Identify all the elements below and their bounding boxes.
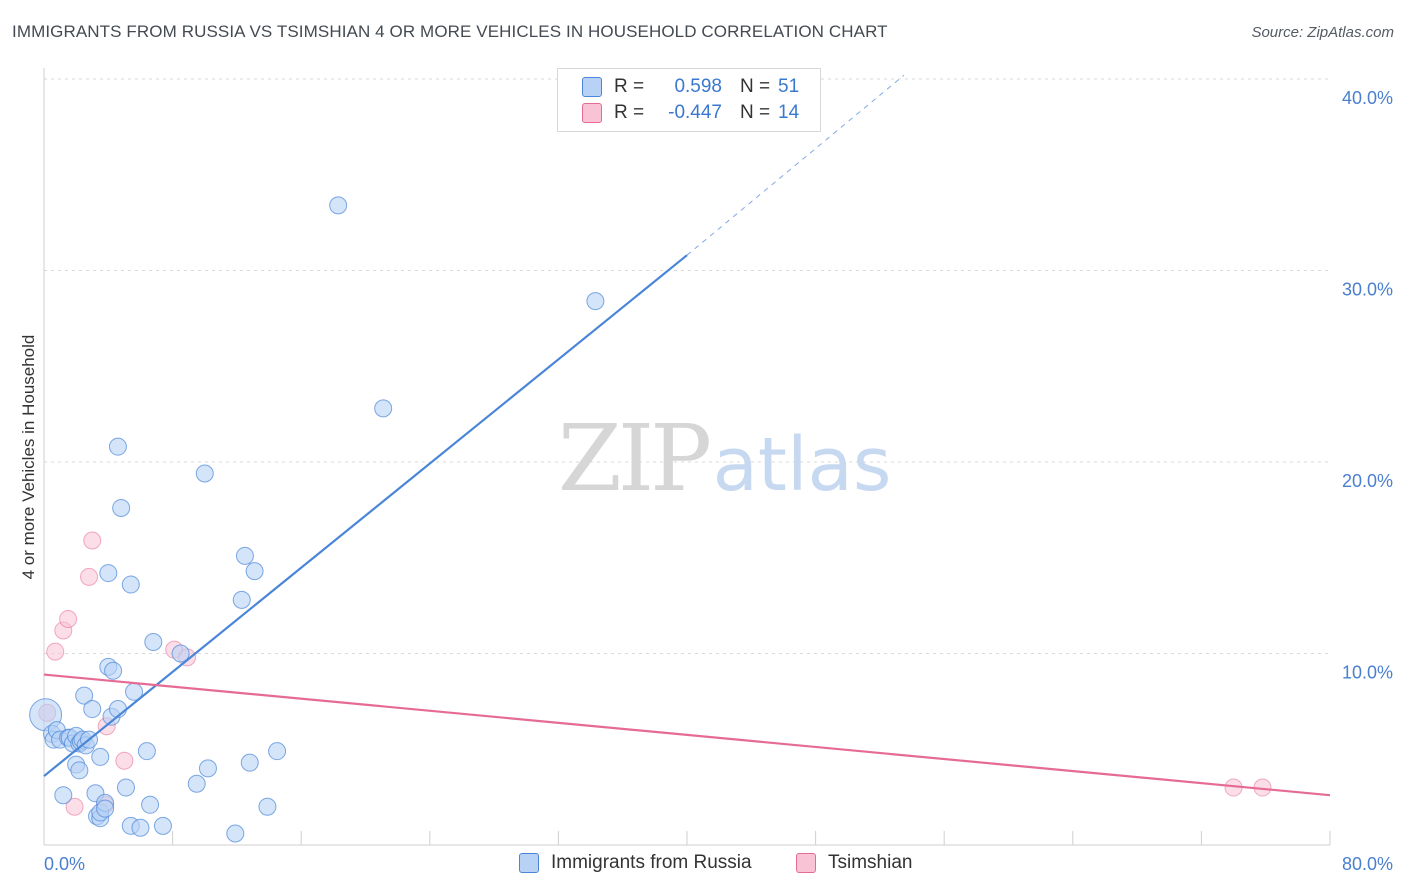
- tsimshian-point: [46, 642, 65, 661]
- russia-point: [171, 644, 190, 663]
- russia-point: [83, 700, 102, 719]
- gridlines: [44, 78, 1330, 654]
- series-legend-tsimshian[interactable]: Tsimshian: [796, 852, 912, 874]
- tsimshian-point: [80, 567, 99, 586]
- legend-row-russia: R = 0.598 N = 51: [582, 74, 799, 100]
- russia-point: [104, 661, 123, 680]
- russia-point: [374, 399, 393, 418]
- russia-point: [258, 797, 277, 816]
- x-tick-label: 80.0%: [1342, 854, 1393, 874]
- legend-n-label: N =: [740, 102, 771, 123]
- y-tick-label: 40.0%: [1342, 88, 1393, 108]
- y-axis-label: 4 or more Vehicles in Household: [19, 335, 38, 580]
- tsimshian-point: [59, 610, 78, 629]
- russia-trend-extension: [686, 74, 905, 256]
- legend-r-value: -0.447: [668, 102, 722, 123]
- y-tick-label: 10.0%: [1342, 663, 1393, 683]
- y-tick-label: 20.0%: [1342, 471, 1393, 491]
- russia-point: [131, 818, 150, 837]
- series-swatch-tsimshian: [796, 853, 816, 873]
- russia-point: [187, 774, 206, 793]
- russia-point: [245, 562, 264, 581]
- russia-point: [112, 498, 131, 517]
- russia-point: [116, 778, 135, 797]
- russia-point: [235, 546, 254, 565]
- chart-title: IMMIGRANTS FROM RUSSIA VS TSIMSHIAN 4 OR…: [12, 22, 888, 41]
- series-name-tsimshian: Tsimshian: [828, 852, 913, 873]
- russia-point: [137, 742, 156, 761]
- russia-point: [141, 795, 160, 814]
- russia-point: [70, 761, 89, 780]
- tsimshian-point: [65, 797, 84, 816]
- trend-lines: [43, 74, 1331, 797]
- legend-n-value: 51: [778, 76, 800, 97]
- tsimshian-trend-line: [43, 673, 1331, 797]
- correlation-legend: R = 0.598 N = 51 R = -0.447 N = 14: [557, 68, 821, 132]
- russia-point: [240, 753, 259, 772]
- watermark: ZIP atlas: [558, 405, 892, 512]
- russia-point: [91, 747, 110, 766]
- series-swatch-russia: [519, 853, 539, 873]
- tsimshian-point: [115, 751, 134, 770]
- russia-point: [96, 799, 115, 818]
- legend-row-tsimshian: R = -0.447 N = 14: [582, 100, 799, 126]
- russia-point: [54, 786, 73, 805]
- legend-n-value: 14: [778, 102, 800, 123]
- russia-point: [144, 633, 163, 652]
- russia-point: [153, 816, 172, 835]
- legend-r-label: R =: [614, 76, 645, 97]
- legend-n-label: N =: [740, 76, 771, 97]
- series-name-russia: Immigrants from Russia: [551, 852, 752, 873]
- tick-labels: 10.0% 20.0% 30.0% 40.0% 0.0% 80.0%: [44, 88, 1393, 874]
- russia-point: [99, 564, 118, 583]
- russia-point: [586, 292, 605, 311]
- series-legend: Immigrants from Russia Tsimshian: [0, 852, 1406, 878]
- watermark-atlas: atlas: [713, 422, 892, 508]
- series-legend-russia[interactable]: Immigrants from Russia: [519, 852, 752, 874]
- legend-r-label: R =: [614, 102, 645, 123]
- chart-source: Source: ZipAtlas.com: [1251, 24, 1394, 41]
- russia-point: [232, 590, 251, 609]
- y-tick-label: 30.0%: [1342, 280, 1393, 300]
- russia-point: [329, 196, 348, 215]
- russia-point: [226, 824, 245, 843]
- legend-swatch-tsimshian: [582, 103, 602, 123]
- russia-point: [108, 437, 127, 456]
- russia-point: [75, 686, 94, 705]
- russia-point: [121, 575, 140, 594]
- tsimshian-point: [83, 531, 102, 550]
- russia-point: [198, 759, 217, 778]
- watermark-zip: ZIP: [558, 405, 709, 512]
- legend-r-value: 0.598: [674, 76, 722, 97]
- russia-point: [268, 742, 287, 761]
- russia-trend-line: [43, 254, 688, 777]
- russia-points: [29, 196, 605, 843]
- legend-swatch-russia: [582, 77, 602, 97]
- russia-point: [195, 464, 214, 483]
- x-tick-label: 0.0%: [44, 854, 85, 874]
